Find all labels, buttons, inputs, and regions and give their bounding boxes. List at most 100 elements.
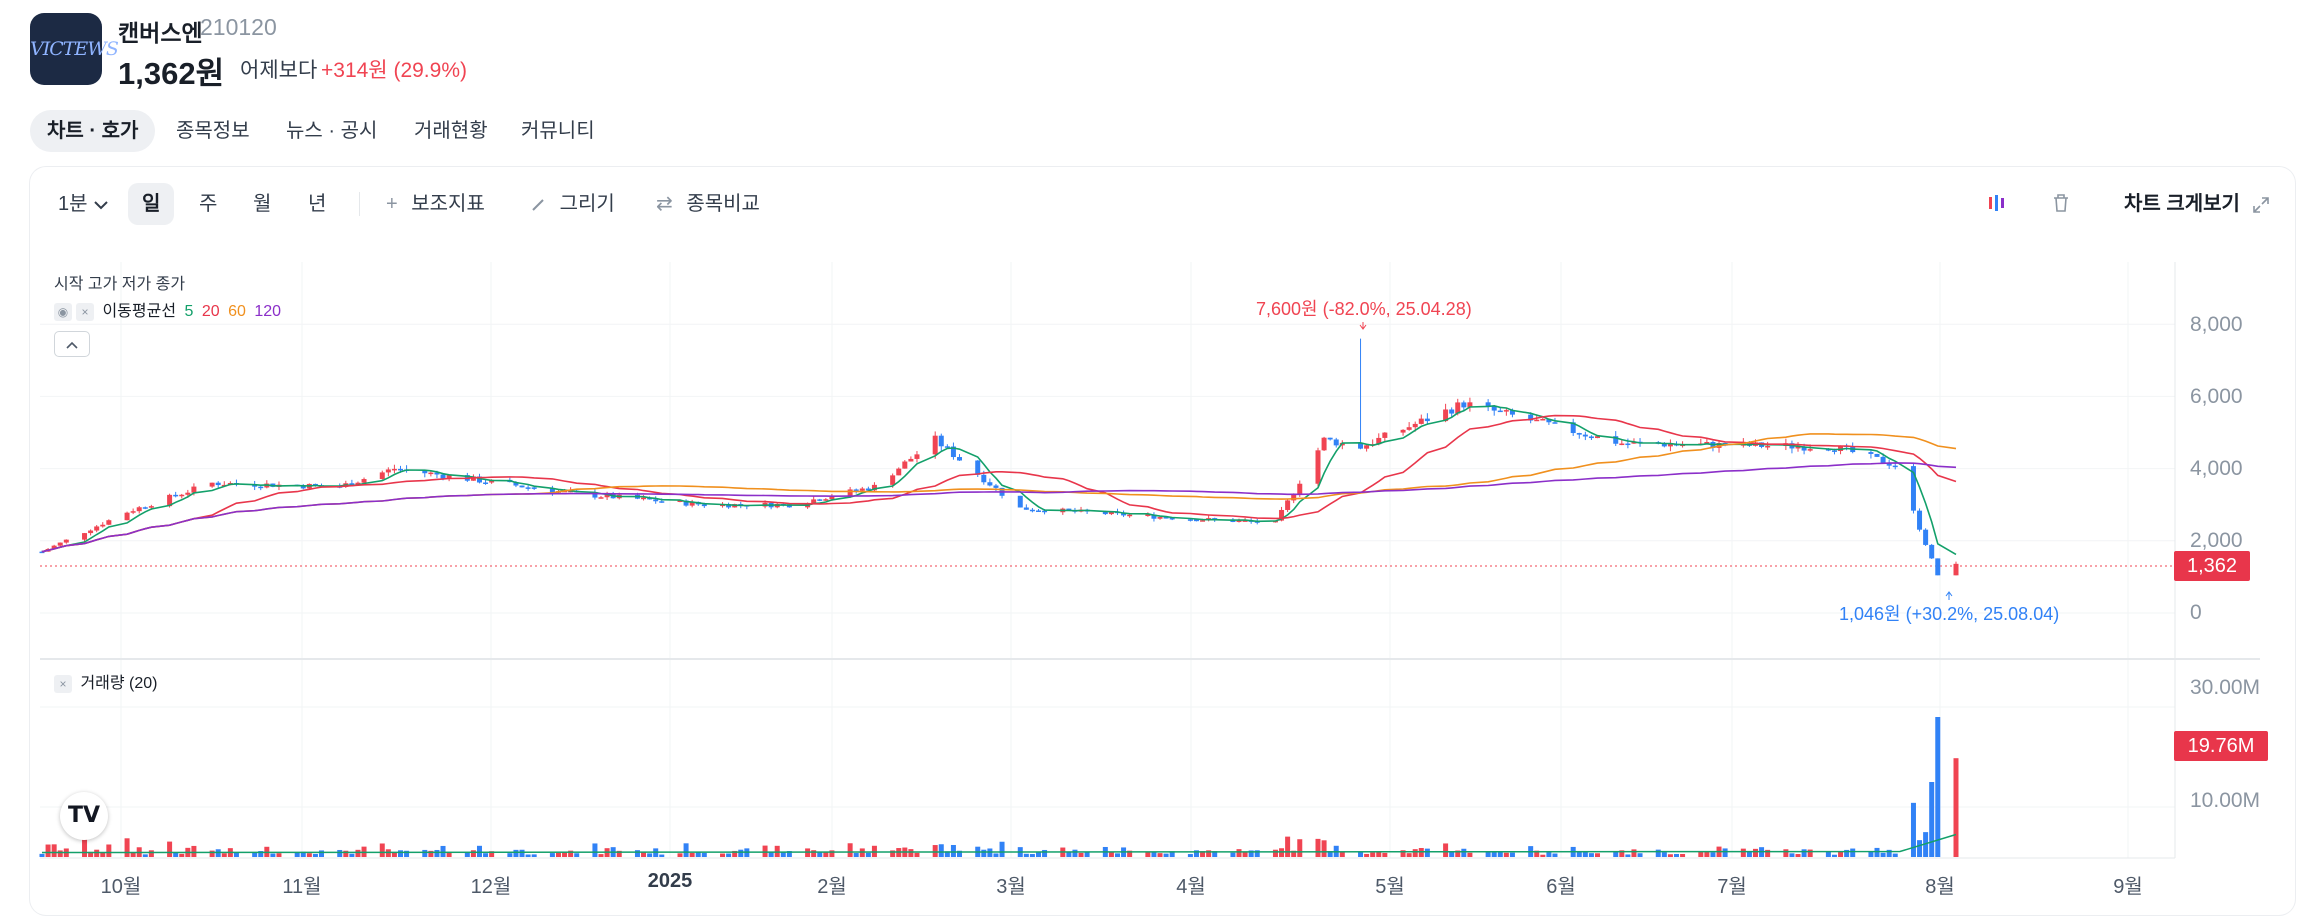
volume-legend: × 거래량 (20) [54,669,158,693]
candle-body [677,500,683,502]
candle-body [1035,510,1041,512]
interval-dropdown[interactable]: 1분 [58,183,109,225]
volume-bar [1910,802,1916,857]
tab-trading[interactable]: 거래현황 [414,120,488,142]
candle-body [659,501,665,503]
period-month[interactable]: 월 [253,193,272,215]
candle-body [1801,446,1807,451]
candle-body [470,476,476,481]
trash-icon[interactable] [2050,192,2072,214]
volume-bar [1236,849,1242,857]
candle-body [1485,402,1491,407]
candle-body [1400,429,1406,433]
indicators-label: 보조지표 [411,193,485,215]
candle-body [513,482,519,486]
close-icon[interactable]: × [76,302,94,321]
volume-bar [987,848,993,857]
draw-button[interactable]: 그리기 [530,183,615,225]
candles [39,338,1959,576]
candle-body [987,482,993,486]
candle-body [726,504,732,508]
chart-style-icon[interactable] [1986,192,2008,214]
candle-body [701,504,707,507]
period-week[interactable]: 주 [199,193,218,215]
collapse-legend-button[interactable] [54,331,90,357]
ma60-label: 60 [228,303,246,320]
pencil-icon [530,193,552,215]
volume-bar [865,852,871,857]
candle-body [957,457,963,461]
candle-body [1023,507,1029,510]
candle-body [167,494,173,507]
candle-body [993,485,999,488]
candle-body [1497,410,1503,413]
volume-bar [1746,851,1752,857]
candle-body [1917,510,1923,530]
volume-bar [1187,854,1193,857]
volume-bar [634,850,640,857]
tab-news[interactable]: 뉴스 · 공시 [286,120,378,142]
volume-bar [1412,849,1418,857]
fullscreen-button[interactable]: 차트 크게보기 [2124,183,2270,225]
volume-bar [1327,851,1333,857]
candle-body [1528,414,1534,421]
candle-body [1886,463,1892,466]
volume-bar [659,854,665,857]
candle-body [871,484,877,491]
volume-bar [1874,847,1880,857]
close-icon[interactable]: × [54,674,72,693]
volume-bar [932,845,938,857]
candle-body [1838,445,1844,451]
volume-bar [695,851,701,857]
candle-body [1187,519,1193,521]
tab-chart[interactable]: 차트 · 호가 [30,110,156,152]
eye-off-icon[interactable]: ◉ [54,302,72,321]
tab-stock-info[interactable]: 종목정보 [176,120,250,142]
candle-body [598,497,604,499]
volume-bar [1801,849,1807,857]
compare-button[interactable]: ⇄ 종목비교 [656,183,760,225]
volume-bar [349,853,355,857]
candle-body [1418,418,1424,424]
candle-body [1892,465,1898,468]
volume-bar [1169,851,1175,857]
tradingview-logo[interactable]: TV [60,792,108,840]
volume-bar [470,850,476,857]
volume-bar [1710,852,1716,857]
volume-bar [1035,852,1041,857]
candle-body [1145,514,1151,517]
tab-community[interactable]: 커뮤니티 [521,120,595,142]
time-axis-label: 5월 [1375,876,1405,898]
volume-bar [1667,854,1673,857]
volume-bar [1704,851,1710,857]
ohlc-legend: 시작 고가 저가 종가 [54,276,186,293]
volume-bar [1066,852,1072,857]
candle-body [1467,402,1473,408]
volume-bar [890,850,896,857]
candle-body [1042,510,1048,513]
volume-bar [1406,853,1412,857]
volume-bar [1230,852,1236,857]
volume-bar [1795,854,1801,857]
price-axis-label: 2,000 [2190,529,2243,552]
indicators-button[interactable]: + 보조지표 [386,183,485,225]
draw-label: 그리기 [559,193,615,215]
candle-body [1540,418,1546,421]
period-day[interactable]: 일 [128,183,175,225]
period-year[interactable]: 년 [308,193,327,215]
volume-bar [440,845,446,857]
volume-bar [1661,852,1667,857]
volume-bar [1078,852,1084,857]
volume-axis-label: 10.00M [2190,789,2261,812]
volume-bar [1212,851,1218,857]
time-axis-label: 2025 [647,870,693,892]
volume-bar [94,849,100,857]
candle-body [1613,436,1619,444]
high-marker-arrow [1359,322,1367,330]
volume-bar [39,853,45,857]
volume-bar [957,850,963,857]
candle-body [817,499,823,501]
volume-bar [100,852,106,857]
